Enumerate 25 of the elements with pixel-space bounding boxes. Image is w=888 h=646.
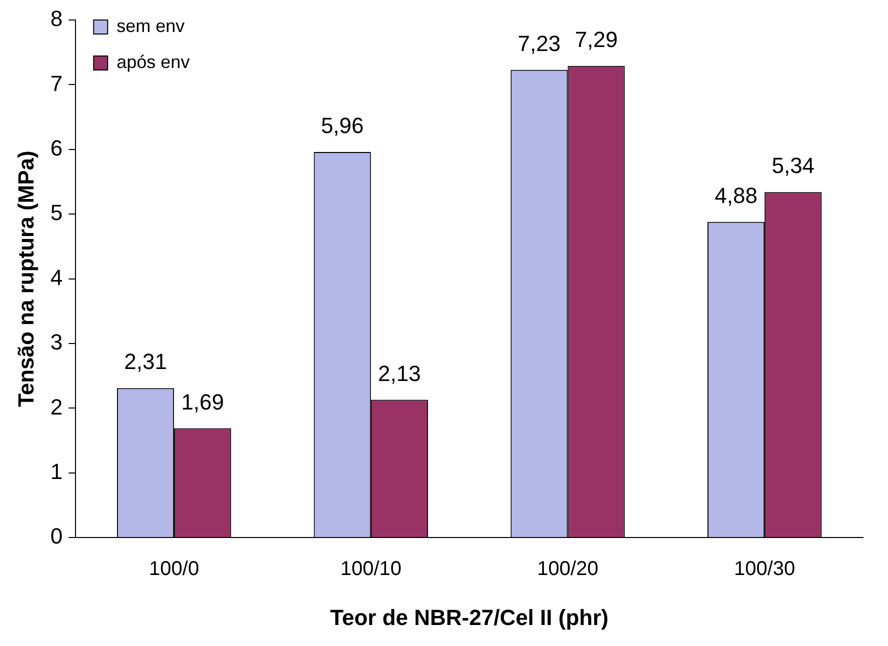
y-tick-label: 2 [50, 394, 63, 420]
y-tick-label: 8 [50, 6, 63, 32]
y-tick-label: 3 [50, 330, 63, 355]
y-tick-label: 6 [50, 135, 63, 160]
legend-label: após env [116, 52, 190, 72]
data-label: 2,31 [124, 349, 167, 374]
y-tick-label: 4 [50, 264, 63, 290]
data-label: 5,34 [772, 153, 815, 178]
x-tick-label: 100/20 [537, 558, 598, 580]
y-axis-title: Tensão na ruptura (MPa) [13, 150, 38, 407]
data-label: 1,69 [181, 389, 224, 414]
data-label: 4,88 [714, 182, 758, 208]
x-axis-title: Teor de NBR-27/Cel II (phr) [330, 604, 608, 630]
y-tick-label: 0 [50, 524, 63, 549]
data-label: 2,13 [378, 360, 421, 386]
y-tick-label: 7 [50, 70, 63, 96]
data-label: 7,23 [518, 30, 561, 56]
y-tick-label: 5 [50, 200, 63, 226]
x-tick-label: 100/30 [734, 558, 796, 580]
data-label: 7,29 [574, 27, 618, 52]
data-label: 5,96 [320, 113, 364, 138]
y-tick-label: 1 [50, 458, 63, 484]
legend-label: sem env [116, 16, 185, 36]
x-tick-label: 100/10 [340, 558, 402, 580]
x-tick-label: 100/0 [149, 558, 200, 580]
